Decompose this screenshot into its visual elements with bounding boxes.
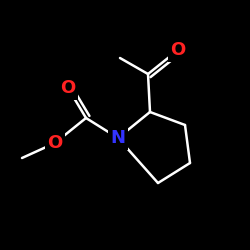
Text: O: O (170, 41, 186, 59)
Text: O: O (48, 134, 62, 152)
Text: N: N (110, 129, 126, 147)
Text: O: O (60, 79, 76, 97)
